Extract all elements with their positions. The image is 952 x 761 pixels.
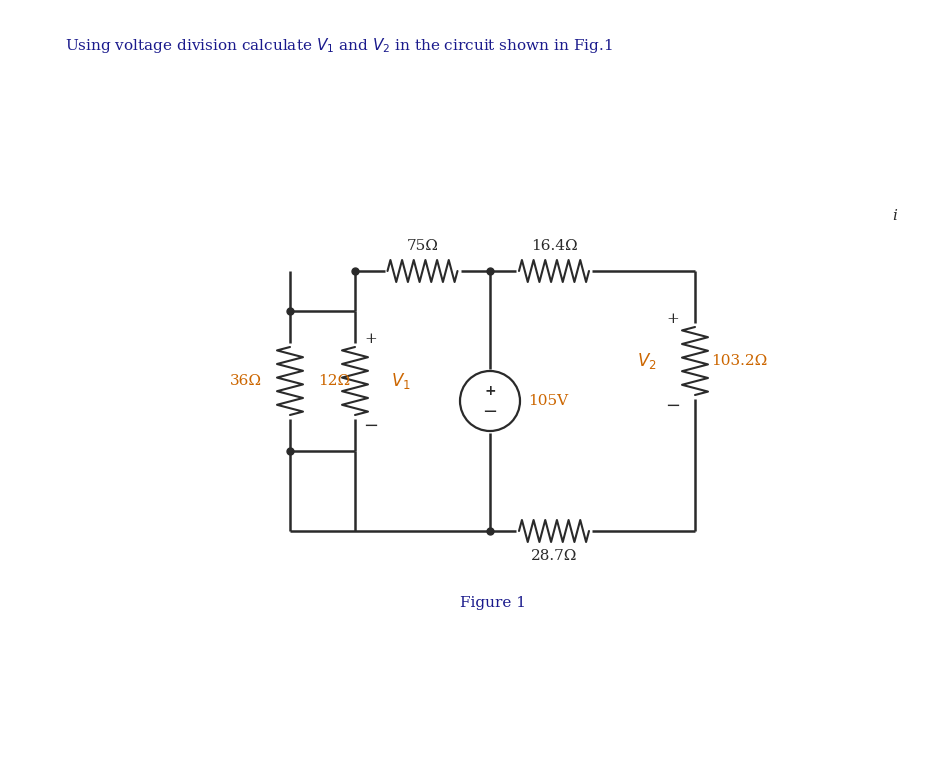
Text: Using voltage division calculate $V_1$ and $V_2$ in the circuit shown in Fig.1: Using voltage division calculate $V_1$ a… — [65, 36, 613, 55]
Text: 28.7Ω: 28.7Ω — [531, 549, 577, 563]
Text: 12Ω: 12Ω — [318, 374, 350, 388]
Text: −: − — [665, 397, 681, 415]
Text: 103.2Ω: 103.2Ω — [711, 354, 767, 368]
Text: $V_2$: $V_2$ — [638, 351, 657, 371]
Text: 16.4Ω: 16.4Ω — [530, 239, 577, 253]
Text: +: + — [666, 312, 680, 326]
Text: 75Ω: 75Ω — [407, 239, 439, 253]
Text: +: + — [485, 384, 496, 398]
Text: 105V: 105V — [528, 394, 568, 408]
Text: −: − — [364, 417, 379, 435]
Text: −: − — [483, 403, 498, 421]
Text: i: i — [893, 209, 898, 223]
Text: +: + — [365, 332, 377, 346]
Text: 36Ω: 36Ω — [230, 374, 262, 388]
Text: Figure 1: Figure 1 — [460, 596, 526, 610]
Text: $V_1$: $V_1$ — [391, 371, 410, 391]
